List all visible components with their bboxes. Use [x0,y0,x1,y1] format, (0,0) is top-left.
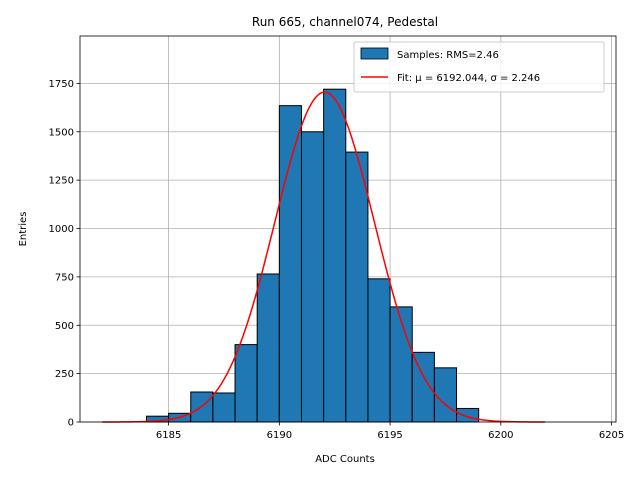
histogram-bar [212,392,236,423]
histogram-bars [145,88,480,423]
x-tick-label: 6205 [599,430,624,441]
histogram-bar [234,344,258,423]
legend-label-samples: Samples: RMS=2.46 [397,50,499,61]
histogram-bar [345,151,369,423]
chart-title: Run 665, channel074, Pedestal [252,15,438,29]
y-tick-label: 500 [55,321,74,332]
y-tick-label: 750 [55,272,74,283]
histogram-bar [433,367,458,423]
y-tick-label: 1000 [49,224,74,235]
x-tick-label: 6190 [267,430,292,441]
legend-label-fit: Fit: μ = 6192.044, σ = 2.246 [397,73,540,84]
legend-swatch-samples [360,47,389,60]
x-axis-label: ADC Counts [315,454,375,465]
histogram-bar [367,278,391,423]
y-axis-label: Entries [18,212,29,247]
histogram-bar [278,105,302,423]
y-tick-label: 250 [55,369,74,380]
x-tick-label: 6195 [377,430,402,441]
y-tick-label: 1750 [49,79,74,90]
y-tick-label: 0 [68,418,74,429]
fit-curve [102,91,546,423]
histogram-bar [456,407,480,423]
x-tick-label: 6200 [488,430,513,441]
legend-box [353,41,605,93]
x-tick-label: 6185 [156,430,181,441]
plot-frame [79,35,617,423]
y-tick-label: 1250 [49,176,74,187]
histogram-bar [256,273,280,423]
histogram-bar [300,131,325,423]
histogram-bar [411,351,435,423]
histogram-bar [389,306,413,423]
y-tick-label: 1500 [49,127,74,138]
y-axis-ticks: 0 250 500 750 1000 1250 1500 1750 [49,79,80,429]
legend: Samples: RMS=2.46 Fit: μ = 6192.044, σ =… [353,41,605,93]
x-axis-ticks: 6185 6190 6195 6200 6205 [156,422,624,441]
histogram-bar [323,88,347,423]
